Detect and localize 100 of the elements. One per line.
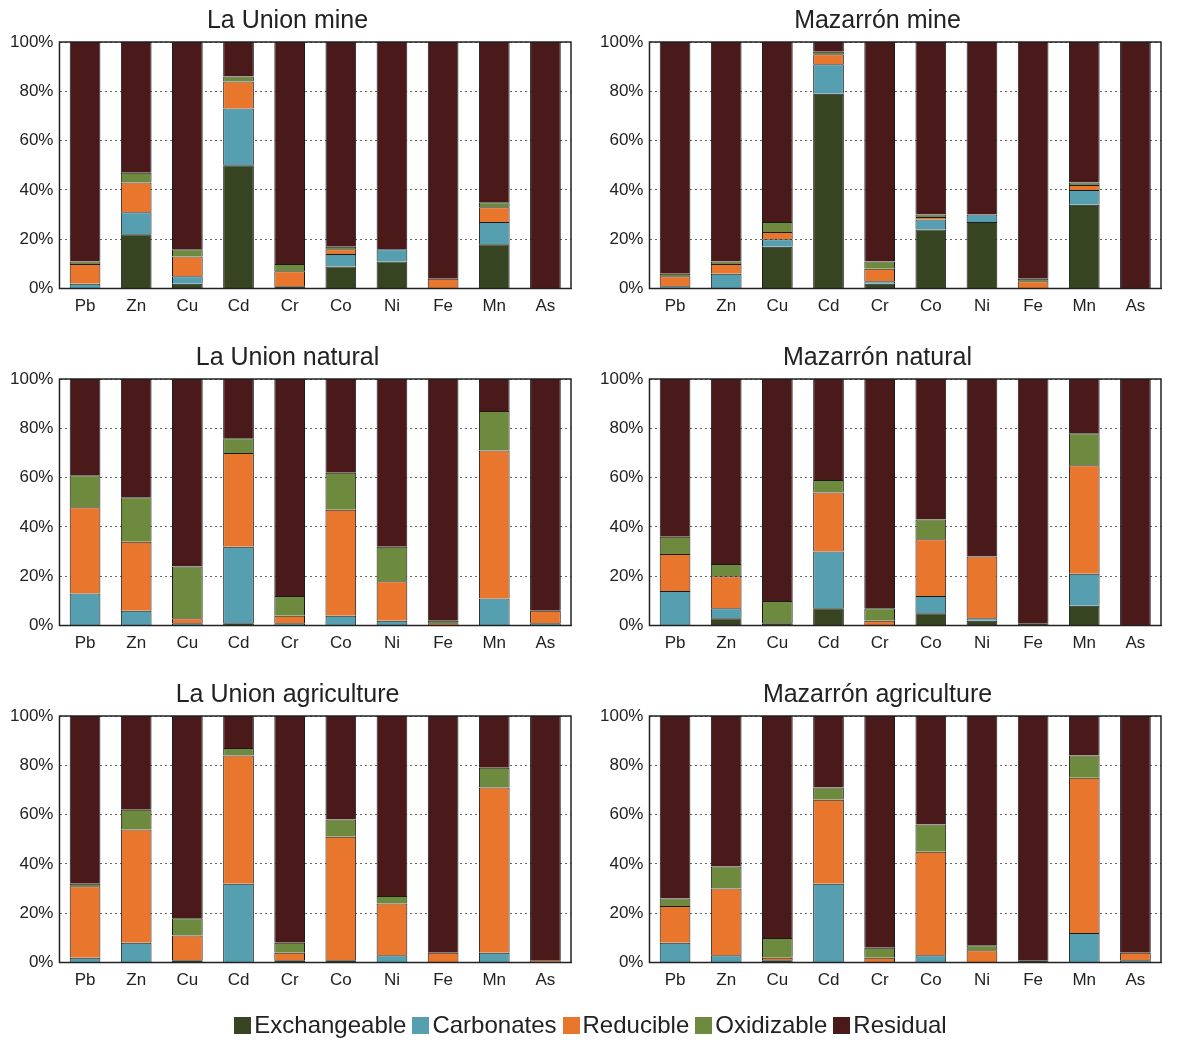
x-tick-label: Fe xyxy=(1023,970,1044,990)
x-tick-label: Cd xyxy=(817,296,840,316)
x-tick-label: As xyxy=(535,970,556,990)
y-tick-label: 0% xyxy=(28,278,54,298)
x-tick-label: Ni xyxy=(383,970,400,990)
chart-title: La Union natural xyxy=(195,341,380,370)
x-tick-label: Mn xyxy=(1072,970,1097,990)
x-tick-label: Cr xyxy=(870,296,889,316)
y-tick-label: 0% xyxy=(618,278,644,298)
x-tick-label: Cu xyxy=(766,296,789,316)
y-tick-label: 100% xyxy=(10,368,54,388)
x-tick-label: Cr xyxy=(280,296,299,316)
x-tick-label: Mn xyxy=(1072,633,1097,653)
y-tick-label: 100% xyxy=(600,368,644,388)
y-tick-label: 80% xyxy=(19,418,54,438)
x-tick-label: Pb xyxy=(664,633,686,653)
x-tick-label: Cd xyxy=(227,970,250,990)
x-tick-label: Fe xyxy=(1023,296,1044,316)
chart-title: Mazarrón natural xyxy=(783,341,972,370)
y-tick-label: 60% xyxy=(19,804,54,824)
x-tick-label: As xyxy=(1125,633,1146,653)
x-tick-label: Ni xyxy=(973,970,990,990)
y-tick-label: 100% xyxy=(10,31,54,51)
y-tick-label: 60% xyxy=(19,467,54,487)
x-tick-label: Cr xyxy=(280,633,299,653)
y-tick-label: 80% xyxy=(609,418,644,438)
x-tick-label: Cu xyxy=(176,296,199,316)
x-tick-label: Pb xyxy=(74,633,96,653)
x-tick-label: Pb xyxy=(74,296,96,316)
y-tick-label: 40% xyxy=(19,179,54,199)
y-tick-label: 100% xyxy=(600,31,644,51)
y-tick-label: 20% xyxy=(609,902,644,922)
y-tick-label: 100% xyxy=(600,705,644,725)
x-tick-label: Cd xyxy=(817,633,840,653)
x-tick-label: Zn xyxy=(126,296,147,316)
x-tick-label: Cr xyxy=(870,970,889,990)
legend-label: Carbonates xyxy=(432,1011,557,1039)
x-tick-label: As xyxy=(535,633,556,653)
y-tick-label: 80% xyxy=(19,81,54,101)
x-tick-label: As xyxy=(1125,970,1146,990)
x-tick-label: Mn xyxy=(482,633,507,653)
x-tick-label: Fe xyxy=(1023,633,1044,653)
x-tick-label: Zn xyxy=(716,970,737,990)
y-tick-label: 20% xyxy=(19,902,54,922)
x-tick-label: As xyxy=(535,296,556,316)
x-tick-label: Pb xyxy=(664,970,686,990)
x-tick-label: Cu xyxy=(766,970,789,990)
y-tick-label: 40% xyxy=(19,853,54,873)
y-tick-label: 20% xyxy=(609,228,644,248)
x-tick-label: Cu xyxy=(176,633,199,653)
x-tick-label: Co xyxy=(919,970,942,990)
legend-label: Residual xyxy=(853,1011,947,1039)
y-tick-label: 60% xyxy=(609,130,644,150)
y-tick-label: 20% xyxy=(19,565,54,585)
x-tick-label: Co xyxy=(329,296,352,316)
y-tick-label: 20% xyxy=(19,228,54,248)
y-tick-label: 40% xyxy=(19,516,54,536)
y-tick-label: 40% xyxy=(609,516,644,536)
x-tick-label: Co xyxy=(329,633,352,653)
y-tick-label: 40% xyxy=(609,853,644,873)
x-tick-label: Cu xyxy=(176,970,199,990)
x-tick-label: Zn xyxy=(126,970,147,990)
y-tick-label: 60% xyxy=(609,467,644,487)
x-tick-label: Co xyxy=(919,633,942,653)
x-tick-label: Mn xyxy=(482,970,507,990)
x-tick-label: Cd xyxy=(817,970,840,990)
y-tick-label: 0% xyxy=(28,952,54,972)
y-tick-label: 40% xyxy=(609,179,644,199)
x-tick-label: Cr xyxy=(870,633,889,653)
legend-label: Oxidizable xyxy=(715,1011,828,1039)
y-tick-label: 60% xyxy=(609,804,644,824)
y-tick-label: 0% xyxy=(618,952,644,972)
x-tick-label: Cr xyxy=(280,970,299,990)
x-tick-label: Co xyxy=(919,296,942,316)
chart-title: Mazarrón agriculture xyxy=(762,678,993,707)
x-tick-label: Ni xyxy=(973,633,990,653)
x-tick-label: Zn xyxy=(126,633,147,653)
x-tick-label: Ni xyxy=(383,633,400,653)
y-tick-label: 80% xyxy=(19,755,54,775)
x-tick-label: As xyxy=(1125,296,1146,316)
x-tick-label: Mn xyxy=(1072,296,1097,316)
x-tick-label: Mn xyxy=(482,296,507,316)
y-tick-label: 80% xyxy=(609,81,644,101)
chart-title: La Union agriculture xyxy=(175,678,400,707)
y-tick-label: 100% xyxy=(10,705,54,725)
legend-label: Reducible xyxy=(582,1011,690,1039)
x-tick-label: Ni xyxy=(973,296,990,316)
chart-title: La Union mine xyxy=(206,4,369,33)
x-tick-label: Co xyxy=(329,970,352,990)
y-tick-label: 0% xyxy=(618,615,644,635)
x-tick-label: Zn xyxy=(716,633,737,653)
y-tick-label: 80% xyxy=(609,755,644,775)
y-tick-label: 60% xyxy=(19,130,54,150)
x-tick-label: Pb xyxy=(74,970,96,990)
x-tick-label: Pb xyxy=(664,296,686,316)
y-tick-label: 20% xyxy=(609,565,644,585)
x-tick-label: Cd xyxy=(227,296,250,316)
x-tick-label: Fe xyxy=(433,296,454,316)
x-tick-label: Fe xyxy=(433,633,454,653)
x-tick-label: Fe xyxy=(433,970,454,990)
